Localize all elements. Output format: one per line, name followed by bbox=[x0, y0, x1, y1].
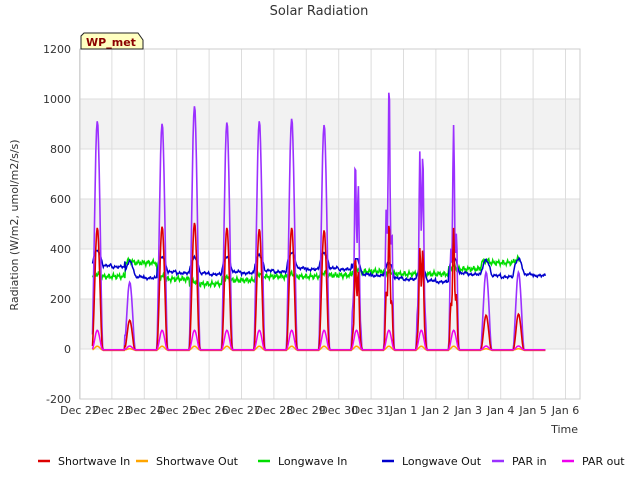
legend-label: PAR out bbox=[582, 455, 625, 468]
x-tick-label: Dec 28 bbox=[255, 404, 294, 417]
y-axis-ticks: -200 0 200 400 600 800 1000 1200 bbox=[43, 43, 71, 406]
legend-label: Shortwave In bbox=[58, 455, 130, 468]
x-tick-label: Dec 30 bbox=[319, 404, 358, 417]
series-line-parout bbox=[91, 329, 546, 351]
series-lines bbox=[91, 92, 547, 352]
y-tick-label: 1200 bbox=[43, 43, 71, 56]
y-tick-label: 1000 bbox=[43, 93, 71, 106]
x-tick-label: Jan 3 bbox=[454, 404, 482, 417]
x-tick-label: Dec 24 bbox=[125, 404, 164, 417]
y-tick-label: 600 bbox=[50, 193, 71, 206]
chart-title: Solar Radiation bbox=[270, 4, 369, 19]
y-tick-label: 400 bbox=[50, 243, 71, 256]
plot-band bbox=[80, 349, 580, 399]
y-tick-label: 800 bbox=[50, 143, 71, 156]
legend-label: Longwave Out bbox=[402, 455, 482, 468]
x-tick-label: Dec 22 bbox=[60, 404, 99, 417]
y-tick-label: 200 bbox=[50, 293, 71, 306]
x-tick-label: Jan 1 bbox=[389, 404, 417, 417]
legend-label: PAR in bbox=[512, 455, 547, 468]
x-axis-label: Time bbox=[550, 423, 578, 436]
x-tick-label: Dec 31 bbox=[352, 404, 391, 417]
plot-area-frame bbox=[79, 48, 581, 400]
station-badge: WP_met bbox=[80, 32, 144, 50]
plot-band bbox=[80, 149, 580, 199]
x-tick-label: Jan 5 bbox=[518, 404, 546, 417]
legend: Shortwave In Shortwave Out Longwave In Long… bbox=[38, 455, 625, 468]
legend-label: Shortwave Out bbox=[156, 455, 239, 468]
plot-band bbox=[80, 199, 580, 249]
x-tick-label: Jan 4 bbox=[486, 404, 514, 417]
y-axis-label: Radiation (W/m2, umol/m2/s/s) bbox=[8, 139, 21, 310]
x-tick-label: Dec 25 bbox=[157, 404, 196, 417]
x-tick-label: Dec 26 bbox=[190, 404, 229, 417]
x-tick-label: Dec 27 bbox=[222, 404, 261, 417]
x-tick-label: Dec 23 bbox=[93, 404, 132, 417]
series-line-lwout bbox=[91, 248, 547, 285]
x-tick-label: Jan 6 bbox=[551, 404, 579, 417]
station-badge-label: WP_met bbox=[86, 36, 136, 49]
plot-band bbox=[80, 99, 580, 149]
plot-band bbox=[80, 49, 580, 99]
x-tick-label: Dec 29 bbox=[287, 404, 326, 417]
station-badge-box bbox=[80, 32, 144, 50]
legend-label: Longwave In bbox=[278, 455, 347, 468]
x-tick-label: Jan 2 bbox=[421, 404, 449, 417]
y-tick-label: 0 bbox=[64, 343, 71, 356]
y-tick-label: -200 bbox=[46, 393, 71, 406]
